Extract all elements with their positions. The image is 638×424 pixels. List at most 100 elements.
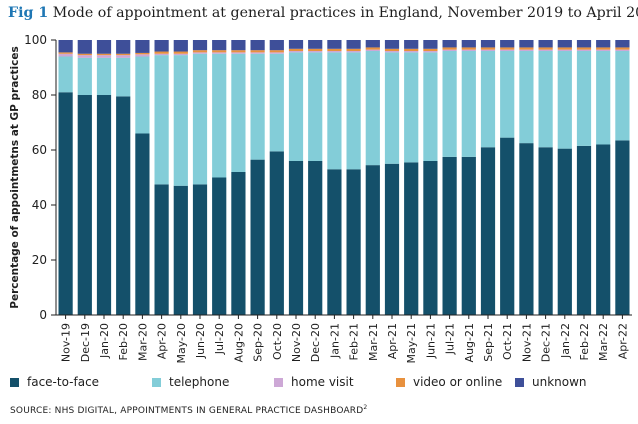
bar-segment-video-or-online [519,47,534,50]
bar-segment-face-to-face [557,148,572,316]
bar-segment-telephone [327,52,342,170]
bar-segment-face-to-face [173,185,188,315]
bar-segment-face-to-face [519,143,534,316]
x-tick-label: Jun-21 [424,323,437,359]
figure-title-text: Mode of appointment at general practices… [52,5,638,21]
bar-segment-face-to-face [192,184,208,316]
bar-segment-telephone [557,51,572,149]
bar-segment-unknown [308,40,323,49]
bar-segment-face-to-face [423,161,438,315]
bar-segment-face-to-face [500,137,515,316]
bar-segment-telephone [500,51,515,138]
bar-segment-telephone [288,52,304,161]
y-tick-label: 60 [32,143,47,157]
legend: face-to-face telephone home visit video or … [10,375,638,393]
bar-segment-unknown [96,40,112,54]
bar-segment-face-to-face [250,159,265,315]
x-tick-label: Apr-21 [386,323,399,359]
bar-segment-home-visit [212,52,227,54]
x-tick-label: Nov-20 [290,323,303,362]
bar-segment-face-to-face [404,162,419,316]
figure-title: Fig 1 Mode of appointment at general pra… [8,5,638,21]
bar-segment-telephone [423,52,438,161]
bar-segment-video-or-online [480,47,496,50]
bar-segment-video-or-online [154,51,169,54]
bar-segment-home-visit [231,52,246,54]
y-axis-label: Percentage of appointmetns at GP practic… [9,46,21,309]
bar-segment-video-or-online [365,47,380,50]
bar-segment-unknown [269,40,284,51]
bar-segment-telephone [192,53,208,185]
bar-segment-telephone [116,57,131,97]
bar-segment-home-visit [596,49,611,52]
bar-segment-face-to-face [154,184,169,316]
bar-segment-unknown [77,40,92,54]
bar-segment-telephone [212,53,227,178]
x-tick-label: Dec-21 [540,323,553,362]
bar-segment-home-visit [173,53,188,56]
y-tick-label: 40 [32,198,47,212]
bar-segment-unknown [212,40,227,51]
bar-segment-home-visit [135,54,150,57]
x-tick-label: May-21 [405,323,418,364]
bar-segment-telephone [576,51,592,146]
source-note: SOURCE: NHS DIGITAL, APPOINTMENTS IN GEN… [10,404,367,416]
x-tick-label: Feb-20 [117,323,130,360]
bar-segment-unknown [442,40,457,48]
bar-segment-face-to-face [461,156,476,316]
bar-segment-video-or-online [192,50,208,53]
bar-segment-telephone [365,51,380,166]
bar-segment-home-visit [480,49,496,52]
bar-segment-video-or-online [538,47,553,50]
legend-label: unknown [532,375,587,389]
x-tick-label: Mar-21 [367,323,380,361]
bar-segment-video-or-online [308,48,323,51]
bar-segment-telephone [77,57,92,96]
bar-segment-face-to-face [58,92,73,315]
bar-segment-telephone [615,51,630,141]
legend-label: video or online [413,375,503,389]
bar-segment-home-visit [269,52,284,54]
bar-segment-home-visit [154,53,169,56]
bar-segment-unknown [135,40,150,53]
bar-segment-unknown [596,40,611,48]
bar-segment-home-visit [557,49,572,52]
bar-segment-home-visit [423,51,438,53]
x-tick-label: Oct-21 [501,323,514,360]
bar-segment-video-or-online [327,48,342,51]
bar-segment-unknown [461,40,476,48]
x-tick-label: Apr-20 [156,323,169,359]
x-tick-label: Jan-20 [98,323,111,359]
bar-segment-face-to-face [135,133,150,315]
bar-segment-video-or-online [58,52,73,54]
legend-swatch [152,377,161,387]
bar-segment-home-visit [576,49,592,52]
source-reference: 2 [363,404,368,411]
bar-segment-home-visit [77,55,92,58]
x-tick-label: Dec-20 [309,323,322,362]
legend-item-telephone: telephone [152,375,229,389]
bar-segment-face-to-face [77,95,92,315]
legend-item-video-or-online: video or online [396,375,502,389]
bar-segment-home-visit [250,52,265,54]
bar-segment-home-visit [96,55,112,58]
x-tick-label: Dec-19 [79,323,92,362]
bar-segment-telephone [384,52,400,164]
legend-swatch [10,377,19,387]
bar-segment-telephone [135,56,150,134]
bar-segment-video-or-online [116,53,131,56]
x-tick-label: Sep-20 [252,323,265,362]
bar-segment-video-or-online [346,48,361,51]
bar-segment-telephone [538,51,553,148]
bar-segment-telephone [58,56,73,93]
x-tick-label: Nov-19 [60,323,73,362]
bar-segment-home-visit [58,53,73,57]
bar-segment-face-to-face [212,177,227,315]
bar-segment-video-or-online [269,50,284,53]
bar-segment-home-visit [327,51,342,53]
bar-segment-unknown [519,40,534,48]
x-tick-label: Apr-22 [616,323,629,359]
bar-segment-face-to-face [480,147,496,315]
bar-segment-video-or-online [596,47,611,50]
x-tick-label: Mar-20 [136,323,149,361]
